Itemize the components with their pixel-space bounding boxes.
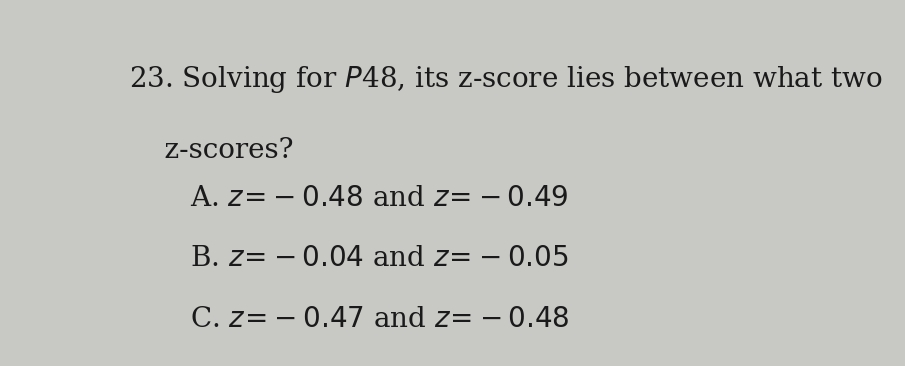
Text: B. $z\!=\!-0.04$ and $z\!=\!-0.05$: B. $z\!=\!-0.04$ and $z\!=\!-0.05$ (190, 246, 568, 272)
Text: C. $z\!=\!-0.47$ and $z\!=\!-0.48$: C. $z\!=\!-0.47$ and $z\!=\!-0.48$ (190, 306, 570, 333)
Text: z-scores?: z-scores? (129, 137, 293, 164)
Text: 23. Solving for $\it{P}$48, its z-score lies between what two: 23. Solving for $\it{P}$48, its z-score … (129, 64, 882, 95)
Text: A. $z\!=\!-0.48$ and $z\!=\!-0.49$: A. $z\!=\!-0.48$ and $z\!=\!-0.49$ (190, 185, 569, 212)
